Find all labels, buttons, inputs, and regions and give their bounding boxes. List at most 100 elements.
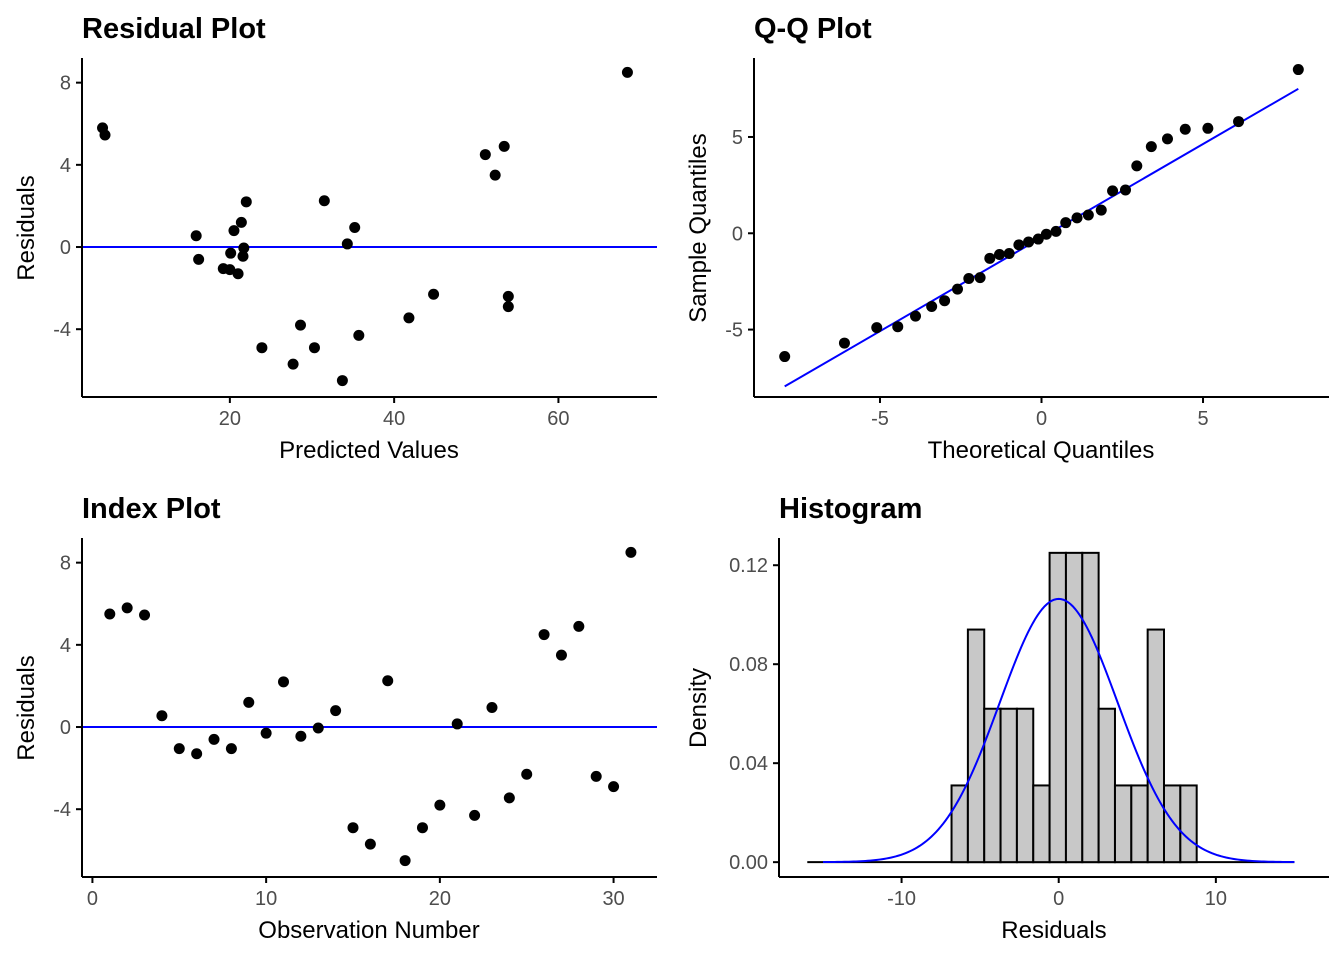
index-point-17 — [382, 675, 394, 687]
qq-point-31 — [1292, 64, 1304, 76]
index-point-18 — [399, 855, 411, 867]
histogram-bar-5 — [1015, 707, 1035, 864]
index-point-23 — [486, 702, 498, 713]
residual-plot-panel: Residual Plot 20 40 60 -4 0 4 8 Predicted Valu… — [13, 13, 657, 464]
index-y-tick-label: -4 — [53, 799, 71, 821]
qq-point-9 — [963, 273, 975, 285]
qq-plot-panel: Q-Q Plot -5 0 5-505 Theoretical Quantiles … — [685, 13, 1329, 464]
residual-point-13 — [240, 196, 252, 208]
residual-point-23 — [403, 312, 415, 324]
index-plot-axes: 0 10 20 30 -4 0 4 8 — [53, 538, 657, 910]
qq-point-3 — [871, 322, 883, 334]
index-point-2 — [121, 602, 133, 614]
index-plot-x-axis-label: Observation Number — [258, 917, 479, 944]
qq-point-27 — [1161, 133, 1173, 145]
index-x-tick-label: 10 — [255, 888, 277, 910]
qq-x-tick-label: 0 — [1036, 408, 1047, 430]
hist-y-tick-label: 0.00 — [729, 852, 768, 874]
index-point-10 — [260, 727, 272, 739]
index-point-31 — [625, 546, 637, 558]
qq-plot-x-axis-label: Theoretical Quantiles — [928, 437, 1155, 464]
qq-plot-y-axis-label: Sample Quantiles — [685, 133, 712, 322]
residual-y-tick-label: 4 — [60, 155, 71, 177]
residual-x-tick-label: 40 — [383, 408, 405, 430]
residual-plot-axes: 20 40 60 -4 0 4 8 — [53, 58, 657, 430]
residual-point-8 — [228, 225, 240, 237]
index-point-11 — [278, 676, 290, 688]
residual-point-25 — [479, 149, 491, 161]
residual-point-10 — [235, 216, 247, 228]
qq-y-tick-label: 0 — [732, 223, 743, 245]
index-y-tick-label: 8 — [60, 553, 71, 575]
qq-y-tick-label: -5 — [725, 320, 743, 342]
residual-point-12 — [238, 242, 250, 254]
residual-point-14 — [256, 342, 268, 354]
histogram-bar-2 — [966, 628, 986, 864]
qq-point-15 — [1023, 236, 1035, 248]
index-point-30 — [608, 781, 620, 793]
index-point-22 — [469, 809, 481, 821]
qq-point-29 — [1202, 122, 1214, 134]
qq-point-12 — [994, 248, 1006, 260]
residual-plot-title: Residual Plot — [82, 13, 266, 45]
histogram-panel: Histogram -10 0 10 0.00 0.04 0.08 0.12 Residua… — [685, 493, 1329, 944]
index-plot-title: Index Plot — [82, 493, 221, 525]
qq-x-tick-label: -5 — [871, 408, 889, 430]
residual-point-16 — [295, 319, 306, 331]
index-point-13 — [312, 722, 324, 734]
hist-x-tick-label: 0 — [1053, 888, 1064, 910]
index-y-tick-label: 0 — [60, 717, 71, 739]
index-point-21 — [451, 718, 463, 730]
histogram-title: Histogram — [779, 493, 922, 525]
histogram-bar-14 — [1163, 784, 1182, 864]
index-point-26 — [538, 629, 550, 641]
residual-point-3 — [190, 230, 202, 242]
qq-point-5 — [910, 310, 922, 322]
residual-point-24 — [428, 288, 440, 300]
density-curve — [822, 597, 1295, 864]
histogram-bar-6 — [1032, 784, 1051, 864]
index-y-tick-label: 4 — [60, 635, 71, 657]
histogram-x-axis-label: Residuals — [1001, 917, 1106, 944]
qq-point-13 — [1003, 248, 1015, 260]
residual-point-30 — [621, 66, 633, 78]
histogram-bar-8 — [1064, 551, 1084, 864]
residual-point-9 — [232, 268, 244, 280]
residual-y-tick-label: 0 — [60, 237, 71, 259]
qq-point-24 — [1119, 184, 1131, 196]
index-point-27 — [555, 649, 567, 661]
qq-point-30 — [1233, 116, 1245, 128]
residual-point-2 — [99, 129, 111, 141]
index-point-29 — [590, 770, 602, 782]
qq-point-1 — [779, 351, 791, 363]
hist-x-tick-label: -10 — [887, 888, 916, 910]
residual-point-21 — [349, 222, 361, 233]
histogram-bar-15 — [1179, 784, 1198, 864]
qq-point-8 — [952, 283, 964, 295]
residual-point-7 — [225, 247, 237, 259]
index-point-20 — [434, 799, 446, 811]
residual-point-6 — [224, 264, 236, 276]
qq-x-tick-label: 5 — [1197, 408, 1208, 430]
hist-x-tick-label: 10 — [1205, 888, 1227, 910]
histogram-bar-12 — [1130, 784, 1149, 864]
residual-plot-y-axis-label: Residuals — [13, 175, 40, 280]
residual-y-tick-label: -4 — [53, 319, 71, 341]
index-point-28 — [573, 620, 585, 632]
qq-point-18 — [1050, 225, 1062, 237]
qq-point-26 — [1145, 141, 1157, 153]
qq-point-2 — [838, 337, 850, 349]
residual-point-18 — [318, 195, 330, 207]
qq-point-19 — [1060, 217, 1072, 229]
hist-y-tick-label: 0.04 — [729, 753, 768, 775]
histogram-axes: -10 0 10 0.00 0.04 0.08 0.12 — [729, 538, 1329, 910]
qq-point-25 — [1131, 160, 1143, 172]
index-point-12 — [295, 730, 307, 742]
histogram-bar-9 — [1081, 551, 1100, 864]
qq-point-14 — [1013, 239, 1025, 251]
residual-point-29 — [502, 301, 514, 313]
qq-point-23 — [1107, 185, 1119, 197]
histogram-bar-4 — [999, 707, 1018, 864]
index-plot-marks — [82, 546, 657, 867]
